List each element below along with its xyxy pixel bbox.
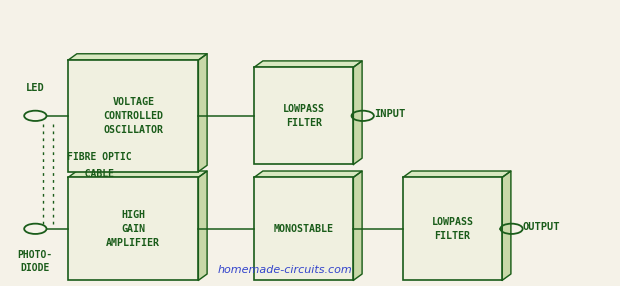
Text: LED: LED [26,83,45,93]
Bar [68,60,198,172]
Text: INPUT: INPUT [374,110,405,119]
Polygon shape [254,61,362,67]
Polygon shape [254,171,362,177]
Text: homemade-circuits.com: homemade-circuits.com [218,265,353,275]
Polygon shape [353,61,362,164]
Bar [254,177,353,280]
Text: PHOTO-: PHOTO- [18,250,53,260]
Text: CABLE: CABLE [67,170,114,179]
Bar [403,177,502,280]
Polygon shape [68,171,207,177]
Polygon shape [198,171,207,280]
Polygon shape [68,54,207,60]
Text: LOWPASS
FILTER: LOWPASS FILTER [283,104,325,128]
Text: FIBRE OPTIC: FIBRE OPTIC [67,152,131,162]
Text: OUTPUT: OUTPUT [523,223,560,232]
Text: HIGH
GAIN
AMPLIFIER: HIGH GAIN AMPLIFIER [106,210,161,248]
Text: LOWPASS
FILTER: LOWPASS FILTER [432,217,474,241]
Polygon shape [353,171,362,280]
Bar [68,177,198,280]
Polygon shape [198,54,207,172]
Text: VOLTAGE
CONTROLLED
OSCILLATOR: VOLTAGE CONTROLLED OSCILLATOR [104,97,163,135]
Bar [254,67,353,164]
Text: DIODE: DIODE [20,263,50,273]
Polygon shape [502,171,511,280]
Polygon shape [403,171,511,177]
Text: MONOSTABLE: MONOSTABLE [274,224,334,234]
